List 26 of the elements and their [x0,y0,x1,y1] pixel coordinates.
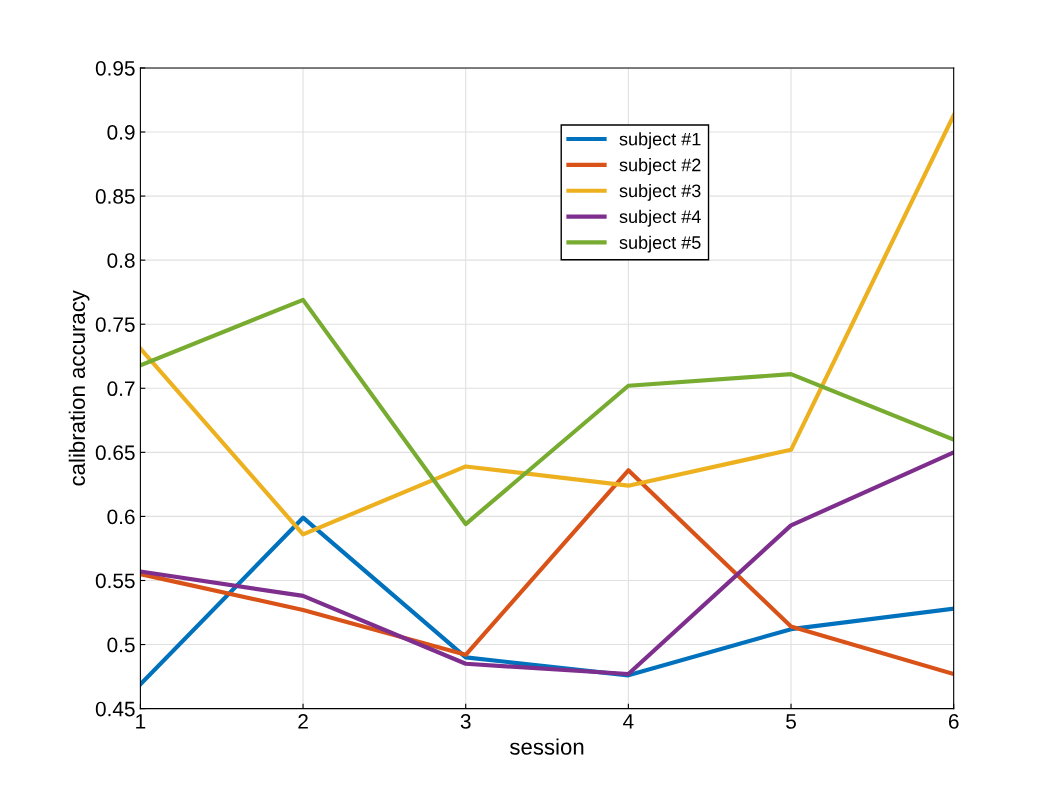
y-tick-label: 0.95 [95,60,135,76]
legend-label: subject #4 [619,209,701,227]
y-tick-label: 0.85 [95,189,135,204]
y-tick-label: 0.55 [95,573,135,589]
line-series [140,113,954,537]
x-tick-label: 4 [623,714,634,729]
y-tick-label: 0.5 [107,637,135,653]
x-tick-label: 3 [460,714,471,729]
y-tick-label: 0.75 [95,317,135,332]
x-tick-label: 1 [136,714,146,729]
legend-label: subject #2 [619,158,701,175]
legend-label: subject #3 [619,183,701,201]
y-tick-label: 0.6 [107,509,135,525]
x-axis-title: session [509,738,584,755]
y-tick-label: 0.7 [107,381,135,397]
y-tick-label: 0.65 [95,445,135,461]
y-tick-label: 0.8 [107,253,135,268]
y-tick-label: 0.45 [95,701,135,717]
x-tick-label: 5 [786,714,796,729]
y-tick-label: 0.9 [107,125,135,140]
legend-label: subject #5 [619,235,701,253]
legend-label: subject #1 [619,132,701,150]
x-tick-label: 6 [948,714,959,729]
line-series [140,297,954,527]
y-axis-title: calibration accuracy [68,290,90,486]
x-tick-label: 2 [298,714,308,729]
